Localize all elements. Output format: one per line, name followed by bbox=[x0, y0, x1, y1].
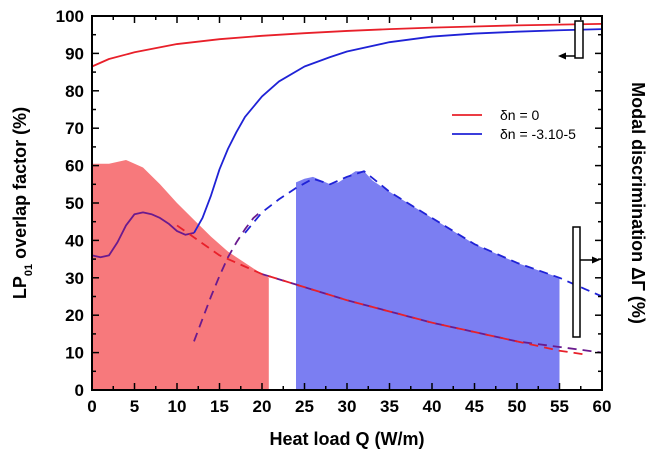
y-tick-label: 50 bbox=[65, 194, 84, 213]
legend: δn = 0 δn = -3.10-5 bbox=[452, 107, 576, 142]
series-line-1 bbox=[193, 28, 603, 234]
shaded-regions bbox=[92, 159, 560, 390]
series-line-4 bbox=[261, 273, 603, 354]
x-tick-label: 40 bbox=[423, 397, 442, 416]
legend-label-red: δn = 0 bbox=[500, 107, 540, 123]
y-tick-label: 70 bbox=[65, 119, 84, 138]
axis-indicator-left bbox=[558, 20, 584, 60]
x-tick-label: 20 bbox=[253, 397, 272, 416]
x-tick-label: 35 bbox=[380, 397, 399, 416]
y-tick-label: 10 bbox=[65, 344, 84, 363]
plot-frame bbox=[91, 15, 603, 391]
series-line-3 bbox=[193, 209, 263, 342]
x-tick-label: 60 bbox=[593, 397, 612, 416]
y-tick-label: 100 bbox=[56, 7, 84, 26]
series-line-6 bbox=[244, 170, 603, 298]
y-tick-label: 40 bbox=[65, 231, 84, 250]
x-tick-label: 50 bbox=[508, 397, 527, 416]
legend-label-blue: δn = -3.10-5 bbox=[500, 126, 576, 142]
x-axis-title: Heat load Q (W/m) bbox=[269, 429, 424, 449]
x-tick-label: 30 bbox=[338, 397, 357, 416]
series-line-5 bbox=[176, 224, 586, 356]
axis-ticks bbox=[91, 15, 603, 391]
x-tick-label: 5 bbox=[130, 397, 139, 416]
y-tick-label: 0 bbox=[75, 381, 84, 400]
axis-indicator-right bbox=[572, 226, 600, 338]
data-lines bbox=[91, 22, 603, 356]
x-tick-labels: 0 5 10 15 20 25 30 35 40 45 50 55 60 bbox=[87, 397, 611, 416]
series-line-0 bbox=[91, 22, 603, 68]
shaded-region-1 bbox=[296, 171, 560, 390]
y-tick-label: 80 bbox=[65, 82, 84, 101]
x-tick-label: 15 bbox=[210, 397, 229, 416]
y-axis-title-right: Modal discrimination ΔΓ (%) bbox=[628, 82, 647, 324]
x-tick-label: 0 bbox=[87, 397, 96, 416]
x-tick-label: 10 bbox=[168, 397, 187, 416]
x-tick-label: 55 bbox=[550, 397, 569, 416]
x-tick-label: 45 bbox=[465, 397, 484, 416]
y-axis-title-left: LP01 overlap factor (%) bbox=[10, 107, 35, 299]
y-tick-label: 30 bbox=[65, 269, 84, 288]
y-tick-label: 90 bbox=[65, 44, 84, 63]
y-tick-label: 60 bbox=[65, 157, 84, 176]
x-tick-label: 25 bbox=[295, 397, 314, 416]
axis-indicator-right-box bbox=[572, 226, 581, 338]
shaded-region-0 bbox=[92, 159, 269, 390]
y-axis-title-left-sub: 01 bbox=[23, 264, 35, 276]
axis-indicator-left-box bbox=[574, 20, 584, 59]
y-axis-title-left-main: LP bbox=[10, 276, 30, 299]
y-tick-label: 20 bbox=[65, 306, 84, 325]
arrow-right-icon bbox=[592, 256, 600, 264]
y-axis-title-left-rest: overlap factor (%) bbox=[10, 107, 30, 264]
y-tick-labels: 0 10 20 30 40 50 60 70 80 90 100 bbox=[56, 7, 84, 400]
series-line-2 bbox=[91, 211, 195, 259]
arrow-left-icon bbox=[558, 52, 566, 60]
